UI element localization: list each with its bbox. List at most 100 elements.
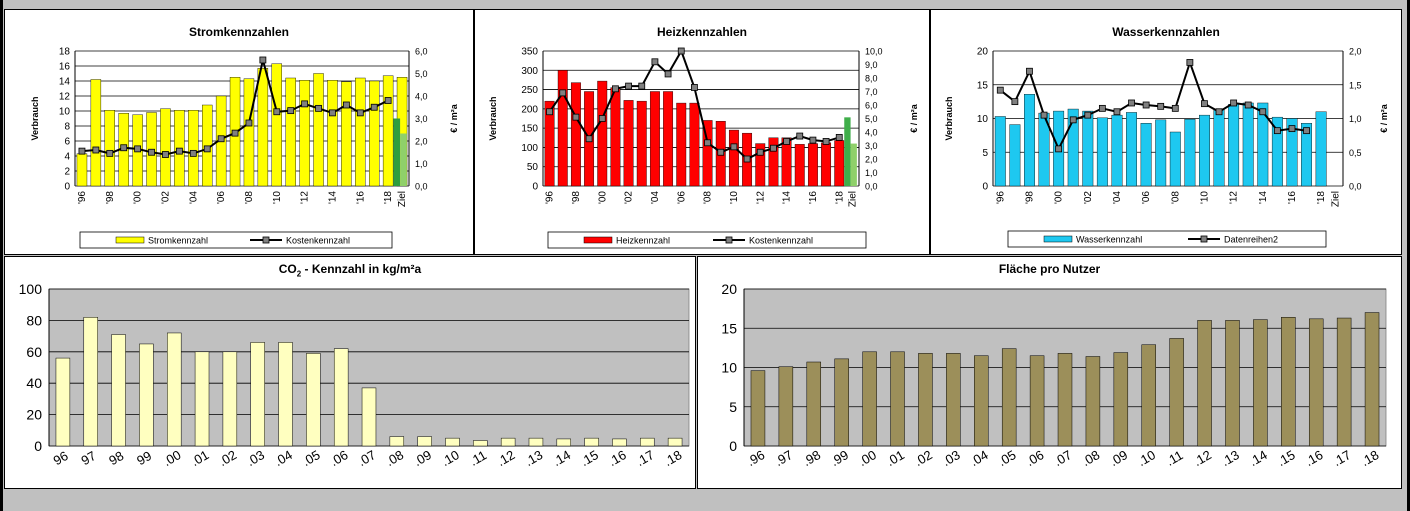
x-tick-label: .16 (606, 447, 629, 469)
x-tick-label: '10 (272, 191, 283, 204)
x-tick-label: '98 (571, 191, 582, 204)
bar (278, 342, 293, 447)
y-tick-label: 0 (729, 438, 737, 454)
x-tick-label: .14 (550, 447, 573, 469)
y-tick-label: 40 (26, 375, 42, 391)
x-tick-label: .09 (411, 447, 434, 469)
line-marker (134, 145, 142, 153)
y-tick-label: 4 (64, 152, 70, 163)
line-marker (1201, 100, 1208, 108)
legend-line-marker (1200, 235, 1208, 243)
line-marker (1026, 67, 1033, 75)
bar (663, 91, 674, 187)
bar (361, 387, 377, 447)
bar (612, 438, 627, 447)
x-tick-label: '18 (1316, 191, 1327, 204)
bar (597, 80, 608, 187)
y2-tick-label: 0,5 (1349, 148, 1362, 158)
bar (1057, 353, 1073, 447)
line-marker (996, 86, 1004, 94)
bar (111, 334, 126, 447)
x-tick-label: '02 (624, 191, 635, 204)
x-tick-label: .00 (856, 447, 879, 469)
bar (755, 143, 766, 187)
x-tick-label: .12 (1191, 447, 1214, 469)
line-marker (1098, 104, 1106, 112)
y-tick-label: 80 (26, 312, 42, 328)
line-marker (559, 89, 567, 97)
line-marker (1011, 98, 1019, 106)
co2-title-part-a: CO (278, 262, 297, 276)
co2-title-subscript: 2 (296, 269, 302, 279)
chart-stromkennzahlen: 0 2 4 6 8 10 12 14 16 18 0,0 1,0 2,0 3,0 4,0 5,0 6,0 '96 '… (30, 47, 459, 249)
bar (1140, 123, 1152, 187)
x-tick-label: .15 (578, 447, 601, 469)
bar (306, 353, 321, 447)
x-tick-label: '98 (1024, 191, 1035, 204)
y2-tick-label: 1,0 (415, 159, 428, 169)
line-marker (1171, 104, 1179, 112)
line-marker (78, 147, 86, 155)
co2-title-part-b: - Kennzahl in kg/m²a (301, 262, 422, 276)
bar (139, 343, 154, 447)
y-tick-label: 18 (59, 47, 71, 58)
line-marker (120, 144, 128, 152)
bar (1364, 312, 1380, 447)
bar (55, 357, 71, 447)
bar (188, 110, 199, 187)
bar (974, 355, 989, 447)
bar (500, 437, 516, 447)
y-tick-label: 20 (721, 281, 737, 297)
bar (104, 110, 116, 187)
x-tick-label: .05 (300, 447, 323, 469)
bar (222, 351, 238, 447)
line-marker (92, 146, 100, 154)
x-tick-label: '06 (1141, 191, 1152, 204)
x-tick-label: '08 (244, 191, 255, 204)
legend-box (79, 231, 393, 249)
frame-left-border (0, 0, 3, 511)
chart-title-heiz: Heizkennzahlen (656, 25, 748, 39)
y-tick-label: 60 (26, 344, 42, 360)
x-tick-label: '04 (650, 191, 661, 204)
bar (243, 78, 255, 187)
bar (1257, 102, 1269, 187)
x-tick-label: .17 (1330, 447, 1353, 469)
y-tick-label: 6 (64, 137, 70, 148)
bar (1271, 116, 1283, 187)
y-tick-label: 14 (59, 77, 71, 88)
x-tick-label: .01 (884, 447, 907, 469)
x-tick-label: '16 (1287, 191, 1298, 204)
line-marker (796, 132, 804, 140)
x-tick-label: .12 (494, 447, 517, 469)
line-marker (384, 97, 392, 104)
bar (83, 317, 98, 447)
bar (1169, 338, 1184, 447)
bar (417, 436, 432, 447)
line-marker (756, 148, 764, 156)
line-marker (651, 58, 659, 66)
x-tick-label: 98 (106, 448, 126, 468)
bar (1141, 344, 1156, 447)
y-tick-label: 0 (532, 182, 538, 193)
y-tick-label: 20 (26, 407, 42, 423)
y-axis-title: Verbrauch (30, 96, 40, 140)
bar (1009, 124, 1021, 187)
x-tick-label: .00 (160, 447, 183, 469)
bar (1096, 117, 1108, 187)
x-tick-label: .10 (1135, 447, 1158, 469)
x-tick-label: '06 (216, 191, 227, 204)
bar (768, 137, 779, 187)
y-tick-label: 5 (729, 399, 737, 415)
line-marker (148, 148, 155, 156)
x-tick-label: Ziel (1331, 191, 1342, 207)
x-tick-label: .07 (1051, 447, 1074, 469)
cost-line (999, 59, 1307, 152)
y-tick-label: 20 (977, 47, 989, 58)
y2-tick-label: 1,0 (1349, 114, 1362, 124)
x-tick-label: '04 (188, 191, 199, 204)
line-marker (809, 136, 817, 144)
x-tick-label: '18 (383, 191, 394, 204)
bar (1113, 352, 1129, 447)
